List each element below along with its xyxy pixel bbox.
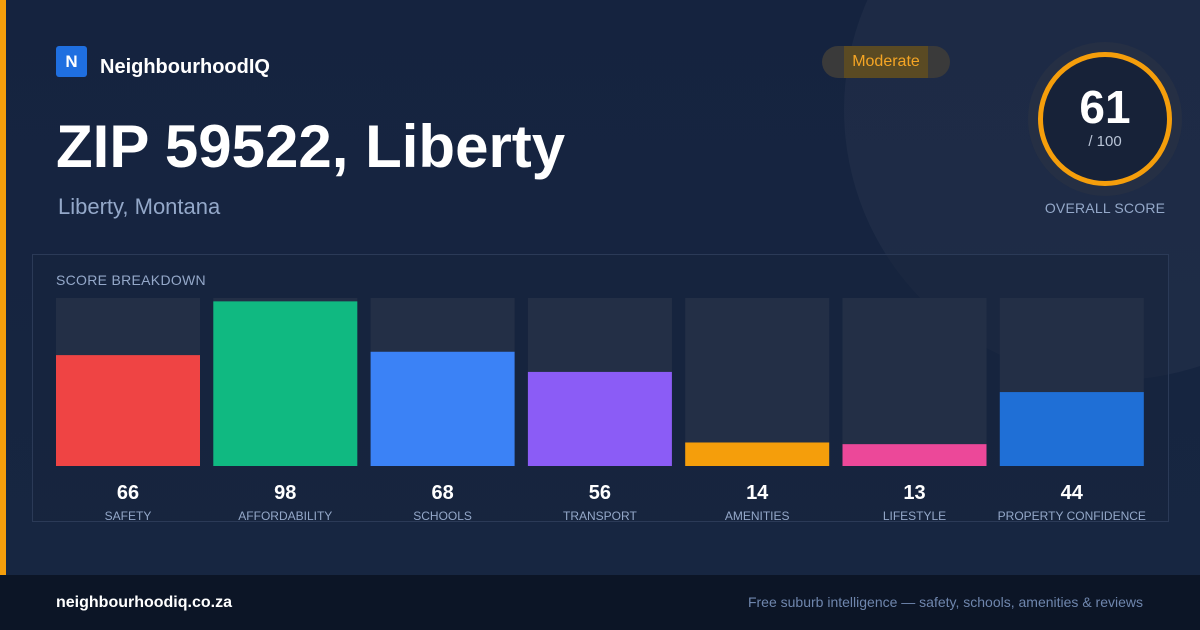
bar-value-safety: 66 (117, 482, 139, 504)
bar-safety (56, 355, 200, 466)
footer-url: neighbourhoodiq.co.za (56, 594, 232, 611)
bar-affordability (213, 301, 358, 466)
score-breakdown-label: SCORE BREAKDOWN (56, 272, 206, 288)
accent-bar (0, 0, 6, 575)
page-title: ZIP 59522, Liberty (56, 113, 566, 180)
overall-score-ring (1028, 42, 1182, 196)
overall-score-label: OVERALL SCORE (1044, 200, 1166, 216)
bar-transport (527, 371, 672, 466)
bar-amenities (685, 442, 830, 466)
bar-value-affordability: 98 (274, 482, 296, 504)
bar-label-transport: TRANSPORT (563, 509, 637, 523)
bar-track-amenities (685, 298, 830, 466)
bar-value-property-confidence: 44 (1061, 482, 1084, 504)
score-breakdown-chart: 66 SAFETY 98 AFFORDABILITY 68 SCHOOLS 56 TRANSP… (56, 298, 1146, 523)
brand-logo-icon: N (56, 46, 87, 77)
bar-label-affordability: AFFORDABILITY (238, 509, 332, 523)
rating-badge-label: Moderate (852, 53, 920, 70)
rating-badge: Moderate (822, 46, 950, 78)
bar-track-lifestyle (842, 298, 987, 466)
overall-score-max: / 100 (1088, 133, 1122, 150)
bar-value-lifestyle: 13 (903, 482, 925, 504)
bar-value-amenities: 14 (746, 482, 769, 504)
footer-tagline: Free suburb intelligence — safety, schoo… (747, 594, 1143, 610)
bar-schools (370, 351, 515, 466)
bar-label-property-confidence: PROPERTY CONFIDENCE (998, 509, 1146, 523)
overall-score-value: 61 (1079, 81, 1131, 133)
location-subtitle: Liberty, Montana (58, 194, 221, 219)
bar-value-transport: 56 (589, 482, 611, 504)
bar-lifestyle (842, 444, 987, 466)
bar-value-schools: 68 (431, 482, 453, 504)
bar-label-amenities: AMENITIES (725, 509, 790, 523)
footer (0, 575, 1200, 630)
bar-label-schools: SCHOOLS (413, 509, 472, 523)
bar-property-confidence (999, 392, 1144, 466)
bar-label-safety: SAFETY (105, 509, 152, 523)
brand-name: NeighbourhoodIQ (100, 56, 270, 78)
bar-label-lifestyle: LIFESTYLE (883, 509, 946, 523)
